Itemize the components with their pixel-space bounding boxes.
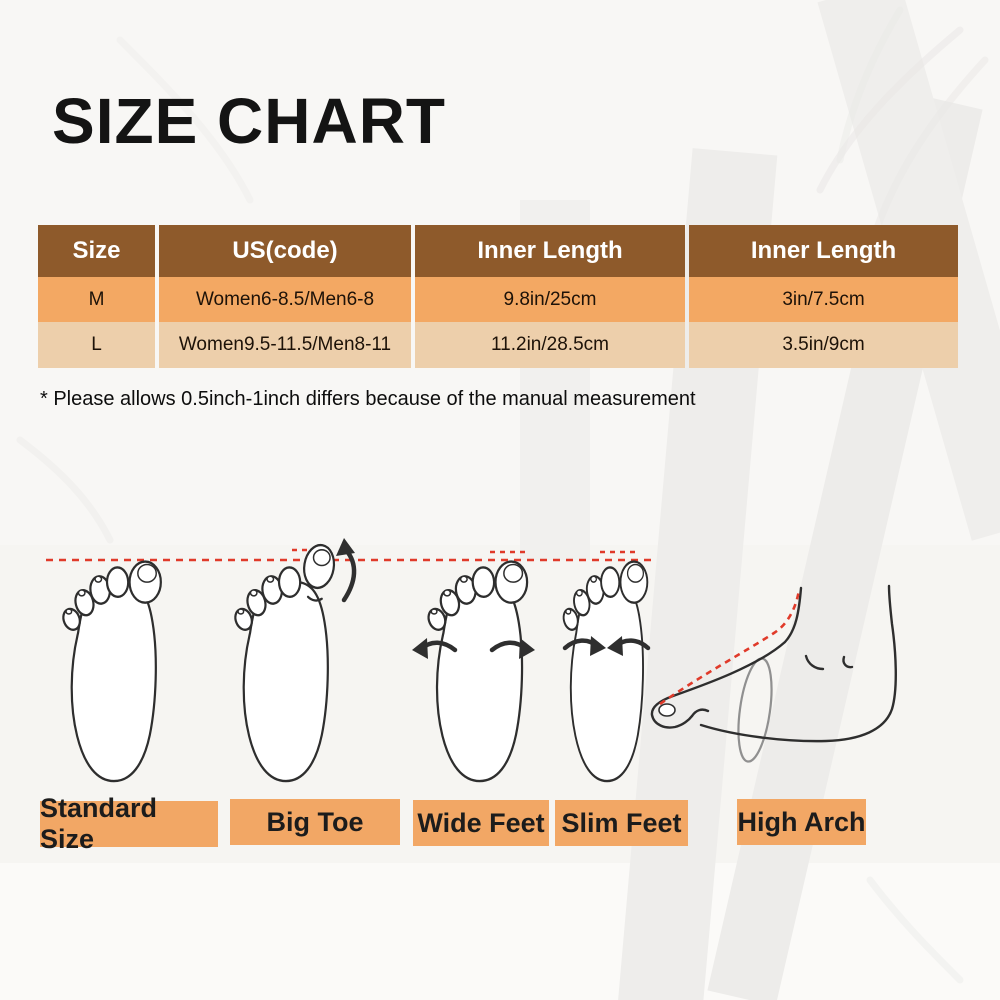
header-inner-length: Inner Length: [415, 225, 685, 277]
background-band: [0, 863, 1000, 1000]
page-title: SIZE CHART: [52, 85, 446, 157]
cell-l-size: L: [38, 322, 155, 368]
feet-illustrations: [46, 538, 897, 783]
cell-m-us-code: Women6-8.5/Men6-8: [159, 277, 411, 322]
wide-foot-illustration: [412, 560, 535, 783]
arch-dashed-line: [659, 589, 801, 706]
label-big-toe: Big Toe: [230, 799, 400, 845]
cell-l-inner-height: 3.5in/9cm: [689, 322, 958, 368]
label-wide-feet: Wide Feet: [413, 800, 549, 846]
header-size: Size: [38, 225, 155, 277]
big-toe-foot-illustration: [231, 538, 357, 783]
palm-frond-streaks: [16, 6, 989, 984]
outward-arrows-icon: [412, 638, 535, 659]
cell-m-size: M: [38, 277, 155, 322]
slim-foot-illustration: [559, 560, 651, 783]
inward-arrows-icon: [562, 636, 651, 656]
label-slim-feet: Slim Feet: [555, 800, 688, 846]
cell-m-inner-height: 3in/7.5cm: [689, 277, 958, 322]
cell-l-us-code: Women9.5-11.5/Men8-11: [159, 322, 411, 368]
cell-l-inner-length: 11.2in/28.5cm: [415, 322, 685, 368]
high-arch-foot-illustration: [650, 584, 897, 763]
girth-ellipse-icon: [737, 657, 773, 763]
size-table: Size US(code) Inner Length Inner Length …: [38, 225, 958, 368]
header-inner-length-2: Inner Length: [689, 225, 958, 277]
up-arrow-icon: [336, 538, 357, 603]
label-standard-size: Standard Size: [40, 793, 218, 854]
header-us-code: US(code): [159, 225, 411, 277]
cell-m-inner-length: 9.8in/25cm: [415, 277, 685, 322]
label-high-arch: High Arch: [737, 799, 866, 845]
standard-foot-illustration: [59, 560, 163, 783]
measurement-note: * Please allows 0.5inch-1inch differs be…: [40, 388, 696, 410]
